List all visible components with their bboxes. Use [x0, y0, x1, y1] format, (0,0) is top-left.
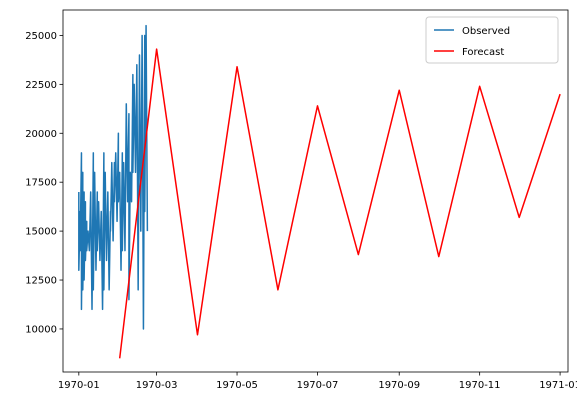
series-line-forecast [118, 48, 561, 359]
y-tick-label: 25000 [25, 31, 57, 42]
series-line-observed [78, 24, 149, 330]
y-axis: 10000 12500 15000 17500 20000 22500 25000 [25, 31, 63, 335]
plot-frame [62, 9, 569, 373]
x-tick-label: 1970-09 [378, 380, 420, 391]
y-tick-label: 10000 [25, 324, 57, 335]
series-layer [78, 24, 561, 359]
y-tick-label: 15000 [25, 227, 57, 238]
legend-label-observed: Observed [462, 26, 510, 37]
x-tick-label: 1970-01 [58, 380, 100, 391]
x-tick-label: 1970-11 [459, 380, 501, 391]
legend-label-forecast: Forecast [462, 47, 504, 58]
x-tick-label: 1970-03 [136, 380, 178, 391]
legend: Observed Forecast [425, 16, 559, 64]
y-tick-label: 20000 [25, 129, 57, 140]
y-tick-label: 22500 [25, 80, 57, 91]
x-tick-label: 1971-01 [539, 380, 577, 391]
x-tick-label: 1970-07 [297, 380, 339, 391]
legend-box [425, 16, 559, 64]
x-tick-label: 1970-05 [216, 380, 258, 391]
y-tick-label: 12500 [25, 276, 57, 287]
y-tick-label: 17500 [25, 178, 57, 189]
x-axis: 1970-01 1970-03 1970-05 1970-07 1970-09 1970-… [58, 372, 577, 391]
